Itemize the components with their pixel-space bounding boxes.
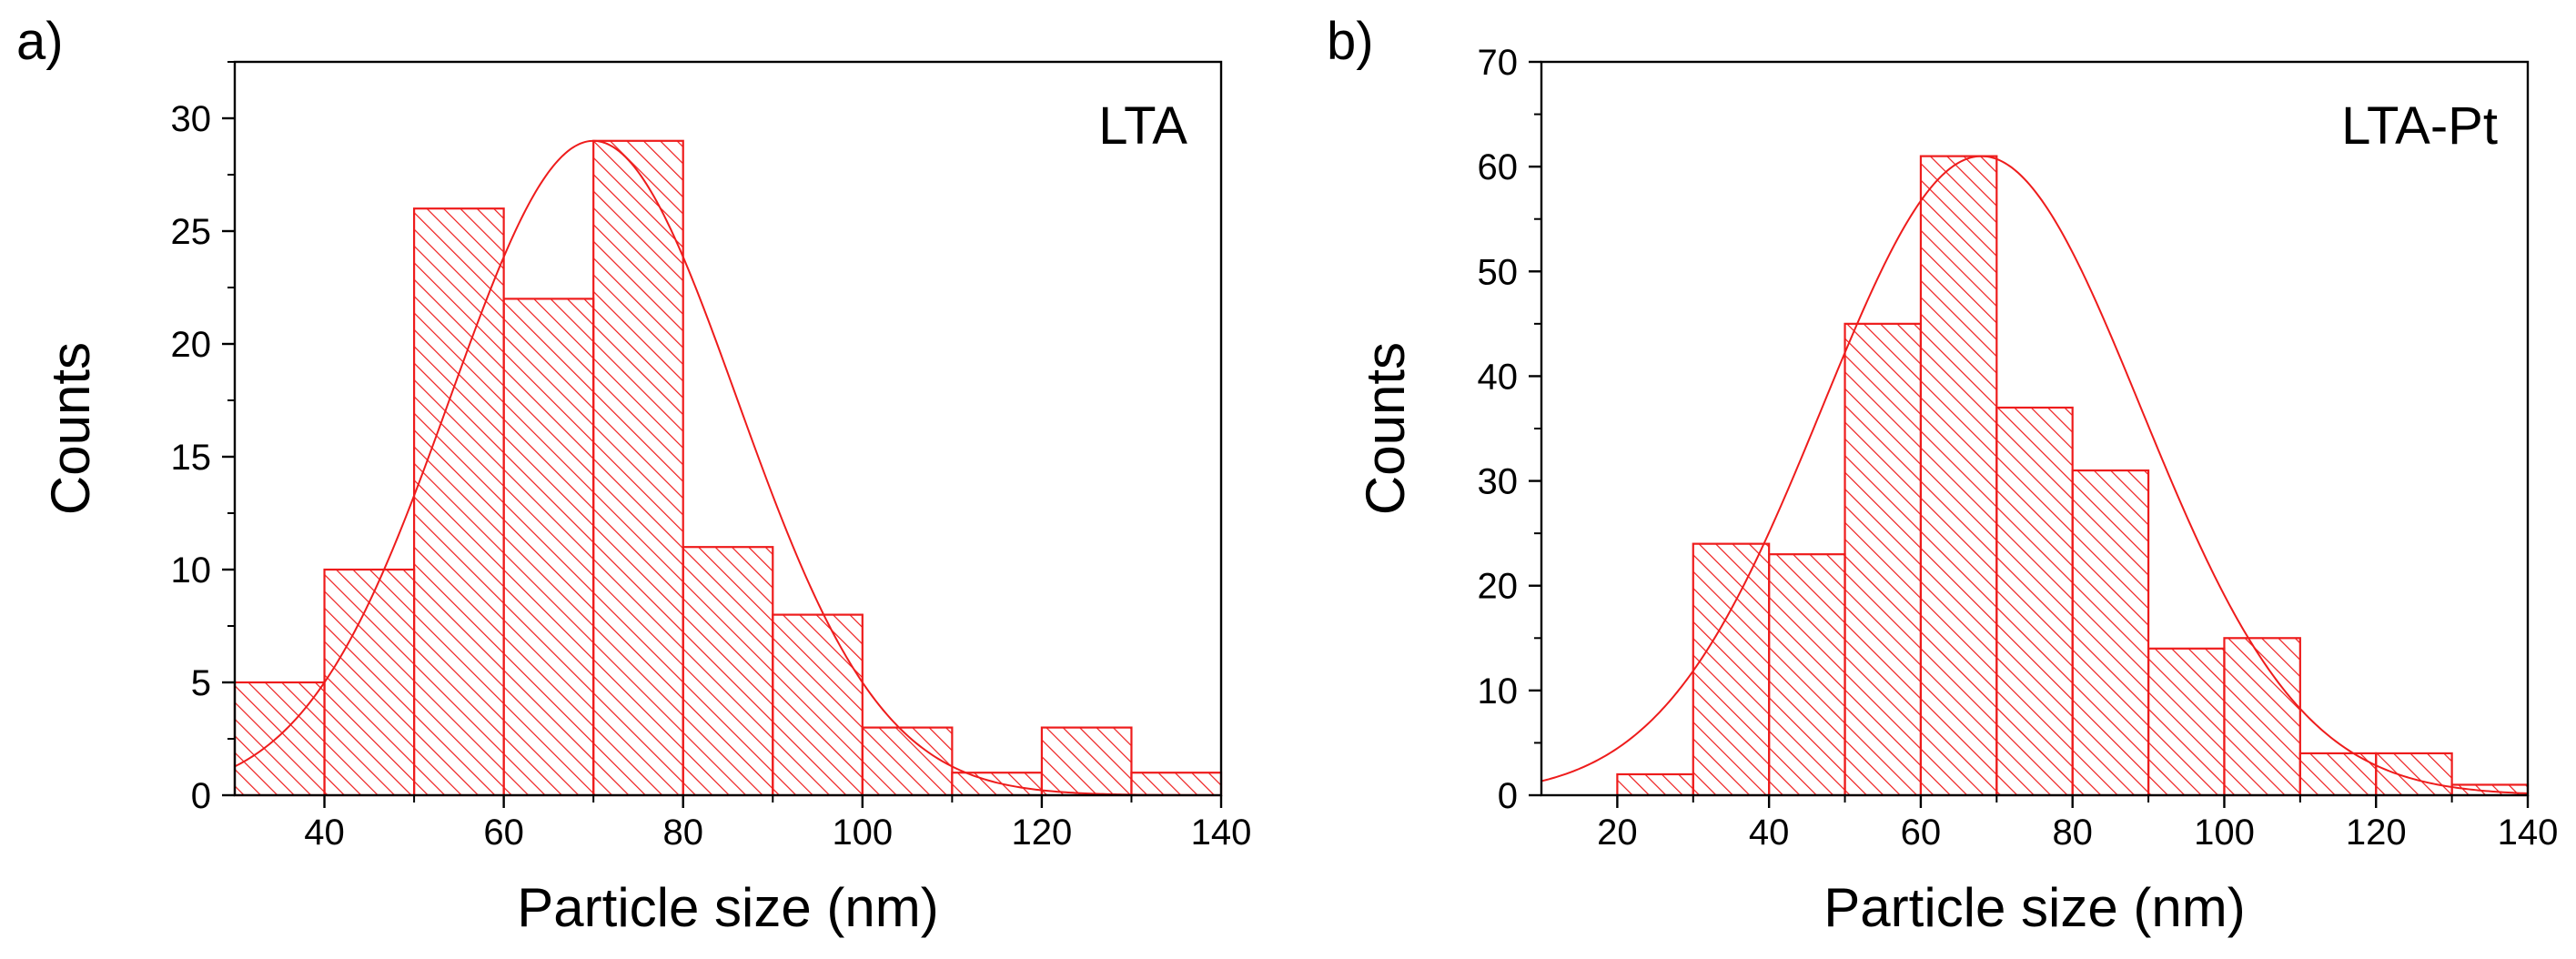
y-tick-label: 0 bbox=[191, 776, 211, 816]
histogram-bar bbox=[861, 726, 954, 797]
panel-label: a) bbox=[16, 12, 64, 71]
histogram-bar bbox=[2147, 647, 2226, 797]
histogram-bar bbox=[1995, 406, 2074, 797]
histogram-bar bbox=[1768, 553, 1846, 797]
histogram-bar bbox=[1130, 772, 1223, 797]
histogram-bar bbox=[951, 772, 1044, 797]
x-axis-label: Particle size (nm) bbox=[1823, 877, 2245, 938]
chart-title: LTA bbox=[1098, 96, 1187, 156]
x-tick-label: 100 bbox=[2194, 813, 2255, 853]
y-axis-label: Counts bbox=[40, 342, 101, 515]
y-tick-label: 10 bbox=[171, 550, 212, 591]
x-tick-label: 100 bbox=[832, 813, 893, 853]
histogram-bar bbox=[502, 298, 595, 797]
histogram-bar bbox=[2298, 752, 2378, 797]
histogram-bar bbox=[323, 568, 416, 797]
y-tick-label: 25 bbox=[171, 212, 212, 252]
x-tick-label: 60 bbox=[1901, 813, 1942, 853]
gaussian-fit-curve bbox=[234, 139, 1221, 796]
histogram-bar bbox=[772, 613, 864, 797]
y-tick-label: 20 bbox=[171, 325, 212, 365]
x-tick-label: 120 bbox=[2346, 813, 2407, 853]
y-tick-label: 20 bbox=[1478, 567, 1519, 607]
plot-frame bbox=[233, 60, 1223, 797]
x-tick-label: 140 bbox=[2498, 813, 2559, 853]
histogram-bar bbox=[682, 546, 774, 797]
x-tick-label: 40 bbox=[304, 813, 345, 853]
histogram-bar bbox=[1844, 322, 1923, 797]
x-tick-label: 40 bbox=[1749, 813, 1790, 853]
y-tick-label: 30 bbox=[171, 99, 212, 139]
panel-a: 40 60 80 100 120 140 0 5 10 15 20 25 30 Particle size… bbox=[16, 12, 1251, 938]
histogram-bar bbox=[2375, 752, 2453, 797]
y-tick-label: 10 bbox=[1478, 671, 1519, 712]
panel-b: 20 40 60 80 100 120 140 0 10 20 30 40 50 60 70 Particle… bbox=[1327, 12, 2558, 938]
histogram-bar bbox=[1040, 726, 1133, 797]
y-tick-label: 40 bbox=[1478, 357, 1519, 397]
gaussian-fit-curve bbox=[1541, 155, 2529, 795]
y-axis-label: Counts bbox=[1355, 342, 1416, 515]
x-tick-label: 120 bbox=[1012, 813, 1073, 853]
histogram-bar bbox=[1692, 542, 1771, 797]
y-tick-label: 15 bbox=[171, 438, 212, 478]
y-tick-label: 50 bbox=[1478, 252, 1519, 292]
histogram-bar bbox=[233, 681, 326, 797]
x-tick-label: 140 bbox=[1191, 813, 1252, 853]
histogram-bar bbox=[412, 207, 505, 797]
histogram-bar bbox=[1616, 772, 1694, 797]
x-axis-label: Particle size (nm) bbox=[517, 877, 938, 938]
y-tick-label: 30 bbox=[1478, 462, 1519, 502]
x-tick-label: 80 bbox=[2052, 813, 2093, 853]
chart-title: LTA-Pt bbox=[2341, 96, 2498, 156]
histogram-bar bbox=[1919, 155, 1998, 797]
y-tick-label: 70 bbox=[1478, 43, 1519, 83]
histogram-bar bbox=[592, 139, 684, 797]
y-tick-label: 0 bbox=[1498, 776, 1518, 816]
panel-label: b) bbox=[1327, 12, 1374, 71]
x-tick-label: 60 bbox=[483, 813, 524, 853]
y-tick-label: 60 bbox=[1478, 147, 1519, 187]
histogram-bar bbox=[2071, 469, 2150, 797]
histogram-bar bbox=[2223, 637, 2301, 797]
y-tick-label: 5 bbox=[191, 663, 211, 703]
x-tick-label: 80 bbox=[662, 813, 703, 853]
x-tick-label: 20 bbox=[1597, 813, 1638, 853]
